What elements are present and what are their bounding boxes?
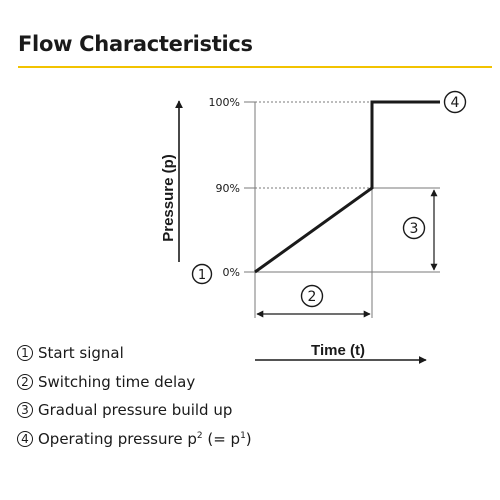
title-underline xyxy=(18,66,492,68)
legend-text: Start signal xyxy=(38,344,124,363)
legend-item-switching-delay: 2 Switching time delay xyxy=(17,368,252,397)
marker-operating-pressure: 4 xyxy=(443,90,467,114)
tick-label-0: 0% xyxy=(223,266,240,279)
legend-text: Switching time delay xyxy=(38,372,196,391)
legend-number: 2 xyxy=(17,373,33,390)
marker-time-delay: 2 xyxy=(300,284,324,308)
tick-label-100: 100% xyxy=(209,96,240,109)
legend-number: 4 xyxy=(17,430,33,447)
marker-operating-number: 4 xyxy=(451,95,460,111)
legend-item-start-signal: 1 Start signal xyxy=(17,339,252,368)
marker-buildup-number: 3 xyxy=(410,221,419,237)
legend-item-pressure-build-up: 3 Gradual pressure build up xyxy=(17,396,252,425)
y-axis-label: Pressure (p) xyxy=(160,154,177,242)
page-title: Flow Characteristics xyxy=(18,32,253,56)
legend-item-operating-pressure: 4 Operating pressure p2 (= p1) xyxy=(17,425,252,454)
tick-label-90: 90% xyxy=(216,182,240,195)
marker-start-number: 1 xyxy=(198,268,206,283)
pressure-curve xyxy=(254,100,440,274)
marker-build-up: 3 xyxy=(402,216,426,240)
legend: 1 Start signal 2 Switching time delay 3 … xyxy=(17,339,252,453)
legend-text: Gradual pressure build up xyxy=(38,401,233,420)
legend-number: 1 xyxy=(17,345,33,362)
marker-delay-number: 2 xyxy=(308,289,317,305)
legend-number: 3 xyxy=(17,402,33,419)
x-axis-label: Time (t) xyxy=(311,342,365,359)
legend-text: Operating pressure p2 (= p1) xyxy=(38,429,252,448)
marker-start-signal: 1 xyxy=(191,263,213,285)
